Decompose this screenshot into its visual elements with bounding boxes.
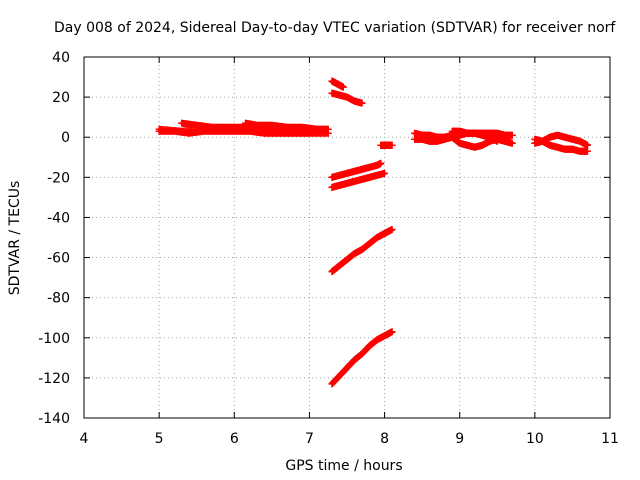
plot-frame: [83, 56, 611, 419]
data-point: [508, 139, 516, 147]
x-axis-label: GPS time / hours: [285, 458, 402, 474]
y-tick-label: 0: [61, 130, 70, 146]
data-point: [381, 169, 389, 177]
x-tick-label: 11: [601, 431, 619, 447]
series-6: [328, 89, 366, 107]
data-point: [313, 125, 321, 133]
y-tick-label: -40: [47, 210, 70, 226]
data-point: [324, 125, 332, 133]
data-points: [155, 77, 591, 388]
y-tick-label: 20: [52, 90, 70, 106]
y-axis-label: SDTVAR / TECUs: [7, 181, 23, 296]
data-point: [377, 159, 385, 167]
series-16: [531, 131, 591, 149]
y-tick-label: -120: [38, 371, 70, 387]
data-point: [388, 328, 396, 336]
series-10: [328, 225, 396, 276]
data-point: [358, 99, 366, 107]
y-tick-labels: -140 -120 -100 -80 -60 -40 -20 0 20 40: [38, 50, 70, 427]
x-tick-label: 5: [155, 431, 164, 447]
y-tick-label: -20: [47, 170, 70, 186]
y-tick-label: -140: [38, 411, 70, 427]
x-tick-label: 6: [230, 431, 239, 447]
x-tick-label: 8: [380, 431, 389, 447]
data-point: [583, 141, 591, 149]
x-tick-label: 7: [305, 431, 314, 447]
x-tick-label: 4: [80, 431, 89, 447]
data-point: [339, 83, 347, 91]
y-tick-label: -100: [38, 331, 70, 347]
series-14: [448, 127, 501, 145]
data-point: [493, 137, 501, 145]
series-8: [328, 169, 389, 191]
chart-title: Day 008 of 2024, Sidereal Day-to-day VTE…: [54, 20, 616, 36]
y-tick-label: -60: [47, 251, 70, 267]
y-tick-label: -80: [47, 291, 70, 307]
x-tick-label: 10: [526, 431, 544, 447]
data-point: [583, 147, 591, 155]
series-11: [328, 328, 396, 388]
series-5: [328, 77, 347, 91]
series-7: [328, 159, 385, 181]
series-4: [242, 119, 321, 133]
y-tick-label: 40: [52, 50, 70, 66]
series-9: [377, 141, 396, 149]
x-tick-label: 9: [455, 431, 464, 447]
axis-ticks: [83, 56, 611, 419]
x-tick-labels: 4 5 6 7 8 9 10 11: [80, 431, 619, 447]
data-point: [508, 131, 516, 139]
data-point: [388, 141, 396, 149]
grid-lines: [84, 57, 610, 418]
data-point: [388, 225, 396, 233]
